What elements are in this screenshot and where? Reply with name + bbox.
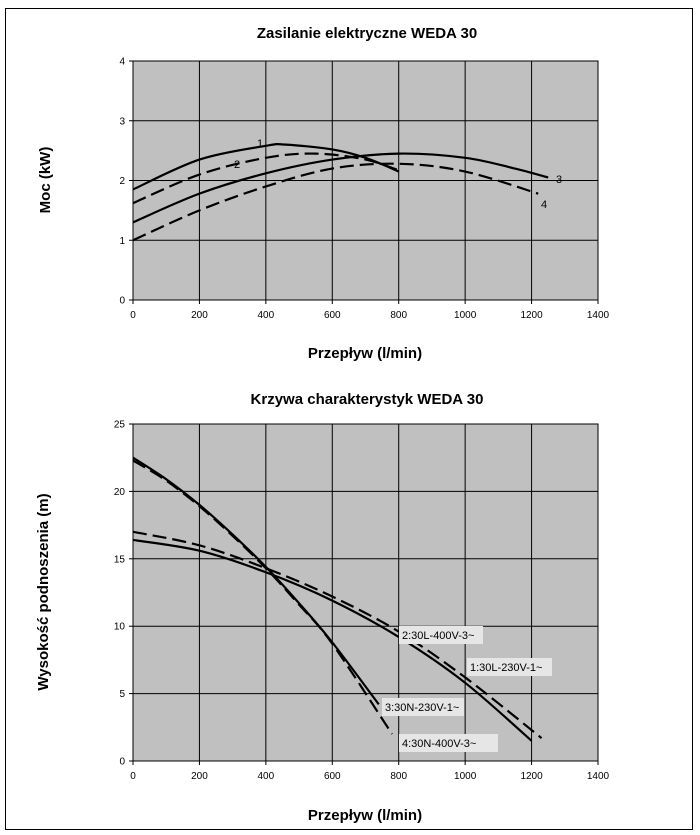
chart-1-series	[132, 142, 549, 242]
chart-2-xtick-label: 400	[258, 771, 275, 782]
chart-1-grid	[132, 60, 599, 301]
chart-2-label-box-1	[467, 658, 552, 676]
chart-2-xtick-label: 1400	[587, 771, 610, 782]
chart-2-xtick-label: 1000	[454, 771, 477, 782]
chart-2-series-label-1: 1:30L-230V-1~	[470, 662, 542, 674]
chart-1-xlabel: Przepływ (l/min)	[308, 345, 422, 362]
chart-2-series-line-4	[132, 459, 393, 735]
chart-2-series-label-3: 3:30N-230V-1~	[385, 702, 459, 714]
chart-1-series-label-3: 3	[556, 174, 562, 186]
chart-2-series-line-2	[132, 530, 543, 739]
chart-2-label-box-2	[399, 626, 483, 644]
chart-1-xtick-label: 1200	[520, 310, 543, 321]
chart-2-series-label-2: 2:30L-400V-3~	[402, 630, 474, 642]
chart-1-ytick-label: 2	[119, 176, 125, 187]
chart-2-ytick-label: 0	[119, 757, 125, 768]
chart-2-series	[132, 456, 543, 742]
chart-1-ticks: 0 200 400 600 800 1000 1200 1400 0 1 2 3 4	[119, 57, 609, 322]
chart-2-label-box-4	[399, 734, 498, 752]
chart-1-xtick-label: 200	[191, 310, 208, 321]
chart-1-xtick-label: 0	[130, 310, 136, 321]
chart-1-series-label-1: 1	[257, 138, 263, 150]
chart-2-xtick-label: 1200	[520, 771, 543, 782]
chart-2-plot-border	[132, 423, 599, 762]
chart-2-label-box-3	[382, 698, 464, 716]
chart-1-ylabel: Moc (kW)	[37, 147, 54, 214]
chart-2-ylabel: Wysokość podnoszenia (m)	[35, 493, 52, 690]
chart-1-series-line-3	[132, 152, 549, 224]
chart-2-xtick-label: 800	[390, 771, 407, 782]
chart-1-series-line-1	[132, 142, 400, 191]
chart-2-title: Krzywa charakterystyk WEDA 30	[251, 391, 484, 408]
chart-2-xlabel: Przepływ (l/min)	[308, 807, 422, 824]
chart-1-xtick-label: 1400	[587, 310, 610, 321]
chart-2-ytick-label: 20	[114, 487, 126, 498]
chart-1-series-label-4: 4	[541, 199, 547, 211]
chart-1-title: Zasilanie elektryczne WEDA 30	[257, 25, 477, 42]
chart-1-xtick-label: 400	[258, 310, 275, 321]
chart-1-ytick-label: 3	[119, 116, 125, 127]
chart-1-ytick-label: 1	[119, 236, 125, 247]
chart-2-xtick-label: 600	[324, 771, 341, 782]
chart-1-series-label-2: 2	[234, 159, 240, 171]
chart-1-xtick-label: 800	[390, 310, 407, 321]
chart-2-ytick-label: 5	[119, 689, 125, 700]
chart-2-ytick-label: 25	[114, 420, 126, 431]
chart-1-ytick-label: 0	[119, 296, 125, 307]
chart-2-series-line-1	[132, 538, 533, 742]
chart-1-series-line-2	[132, 152, 403, 205]
chart-2-plot-area	[133, 424, 598, 761]
chart-2-ytick-label: 15	[114, 554, 126, 565]
chart-2-xtick-label: 200	[191, 771, 208, 782]
chart-1-ytick-label: 4	[119, 57, 125, 68]
chart-1-series-line-4	[132, 162, 539, 242]
chart-1-xtick-label: 600	[324, 310, 341, 321]
chart-2-xtick-label: 0	[130, 771, 136, 782]
chart-2-series-label-4: 4:30N-400V-3~	[402, 738, 476, 750]
chart-1-xtick-label: 1000	[454, 310, 477, 321]
chart-2-ytick-label: 10	[114, 622, 126, 633]
chart-2-grid	[132, 423, 599, 762]
chart-2-ticks: 0 200 400 600 800 1000 1200 1400 0 5 10 15 20 25	[114, 420, 610, 783]
